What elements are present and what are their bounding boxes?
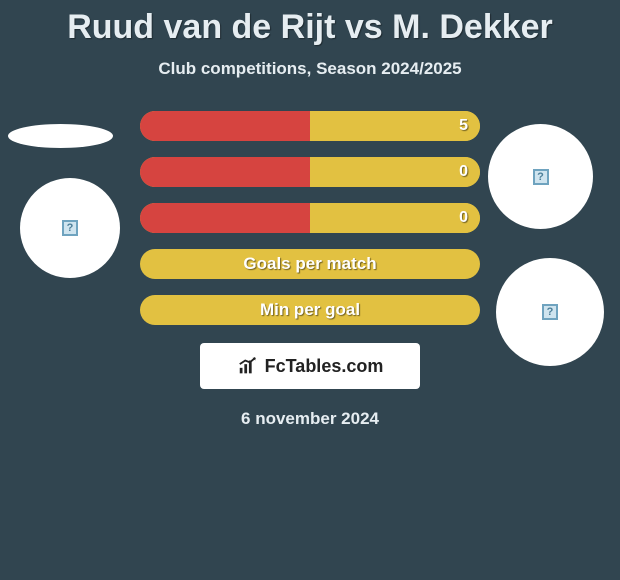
stat-bar-right	[310, 111, 480, 141]
stat-value-right: 0	[459, 163, 468, 181]
stat-row: Matches5	[140, 111, 480, 141]
stat-row: Goals0	[140, 157, 480, 187]
stat-row: Hattricks0	[140, 203, 480, 233]
page-title: Ruud van de Rijt vs M. Dekker	[0, 0, 620, 47]
stat-label: Min per goal	[260, 300, 360, 320]
date-label: 6 november 2024	[0, 409, 620, 429]
badge-text: FcTables.com	[265, 356, 384, 377]
avatar-right-top	[488, 124, 593, 229]
avatar-right-bottom	[496, 258, 604, 366]
stat-bar-right	[310, 203, 480, 233]
missing-image-icon	[62, 220, 78, 236]
stat-row: Goals per match	[140, 249, 480, 279]
chart-icon	[237, 355, 259, 377]
stat-label: Goals per match	[243, 254, 376, 274]
stat-bar-left	[140, 111, 310, 141]
stat-value-right: 0	[459, 209, 468, 227]
stat-value-right: 5	[459, 117, 468, 135]
stat-bar-right	[310, 157, 480, 187]
stat-bar-left	[140, 157, 310, 187]
stat-row: Min per goal	[140, 295, 480, 325]
missing-image-icon	[542, 304, 558, 320]
avatar-left	[20, 178, 120, 278]
missing-image-icon	[533, 169, 549, 185]
avatar-ellipse-top-left	[8, 124, 113, 148]
stat-bar-left	[140, 203, 310, 233]
fctables-badge[interactable]: FcTables.com	[200, 343, 420, 389]
subtitle: Club competitions, Season 2024/2025	[0, 59, 620, 79]
